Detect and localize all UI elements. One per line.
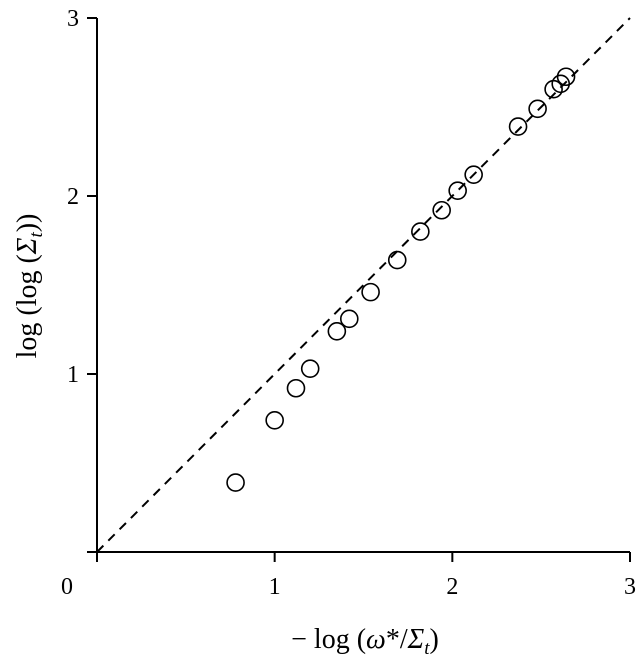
data-point xyxy=(464,165,483,184)
data-point xyxy=(448,181,467,200)
y-tick-label: 1 xyxy=(67,362,79,388)
axes xyxy=(87,17,631,562)
data-point xyxy=(265,410,284,430)
data-point xyxy=(226,473,245,492)
y-tick-label: 2 xyxy=(67,184,79,210)
data-points xyxy=(226,67,576,492)
reference-dashed-line xyxy=(96,17,631,553)
tick-labels: 0 1 2 3 1 2 3 xyxy=(61,6,636,600)
data-point xyxy=(361,282,380,302)
data-point xyxy=(286,378,306,398)
data-point xyxy=(387,250,407,270)
y-axis-title: log (log (Σt)) xyxy=(12,214,47,359)
x-tick-label: 0 xyxy=(61,574,73,600)
data-point xyxy=(432,200,451,220)
x-tick-label: 1 xyxy=(269,574,281,600)
data-point xyxy=(528,99,547,119)
x-tick-label: 2 xyxy=(446,574,458,600)
data-point xyxy=(327,321,347,341)
x-tick-label: 3 xyxy=(624,574,636,600)
data-point xyxy=(508,117,528,136)
data-point xyxy=(411,222,430,241)
reference-layer xyxy=(96,17,631,553)
data-point xyxy=(339,309,359,329)
data-point xyxy=(556,67,576,87)
x-axis-title: − log (ω*/Σt) xyxy=(291,624,439,659)
data-point xyxy=(300,359,320,378)
y-tick-label: 3 xyxy=(67,6,79,32)
